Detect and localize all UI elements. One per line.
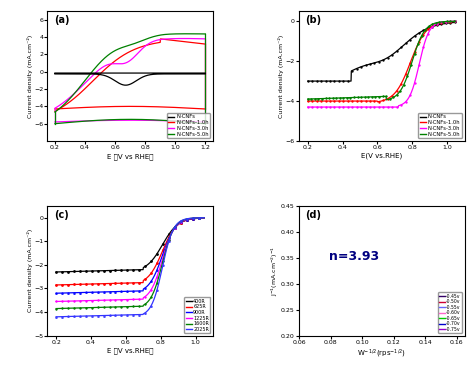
Legend: -0.45v, -0.50v, -0.55v, -0.60v, -0.65v, -0.70v, -0.75v: -0.45v, -0.50v, -0.55v, -0.60v, -0.65v, …: [438, 292, 462, 333]
X-axis label: W$^{-1/2}$(rps$^{-1/2}$): W$^{-1/2}$(rps$^{-1/2}$): [357, 348, 406, 360]
Legend: 400R, 625R, 900R, 1225R, 1600R, 2025R: 400R, 625R, 900R, 1225R, 1600R, 2025R: [184, 297, 210, 333]
Text: (d): (d): [306, 210, 322, 220]
Legend: N-CNFs, N-CNFs-1.0h, N-CNFs-3.0h, N-CNFs-5.0h: N-CNFs, N-CNFs-1.0h, N-CNFs-3.0h, N-CNFs…: [418, 113, 462, 138]
Text: n=3.93: n=3.93: [329, 250, 379, 263]
Text: (c): (c): [54, 210, 69, 220]
X-axis label: E （V vs RHE）: E （V vs RHE）: [107, 153, 154, 160]
Y-axis label: J$^{-1}$(mA.cm$^{-2}$)$^{-1}$: J$^{-1}$(mA.cm$^{-2}$)$^{-1}$: [269, 246, 280, 296]
X-axis label: E （V vs.RHE）: E （V vs.RHE）: [107, 348, 154, 354]
Text: (b): (b): [306, 15, 322, 25]
X-axis label: E(V vs.RHE): E(V vs.RHE): [361, 153, 402, 159]
Y-axis label: Current density (mA.cm⁻²): Current density (mA.cm⁻²): [278, 34, 284, 118]
Y-axis label: Current density (mA.cm⁻²): Current density (mA.cm⁻²): [27, 229, 33, 313]
Y-axis label: Current density (mA.cm⁻²): Current density (mA.cm⁻²): [27, 34, 33, 118]
Text: (a): (a): [54, 15, 70, 25]
Legend: N-CNFs, N-CNFs-1.0h, N-CNFs-3.0h, N-CNFs-5.0h: N-CNFs, N-CNFs-1.0h, N-CNFs-3.0h, N-CNFs…: [166, 113, 210, 138]
